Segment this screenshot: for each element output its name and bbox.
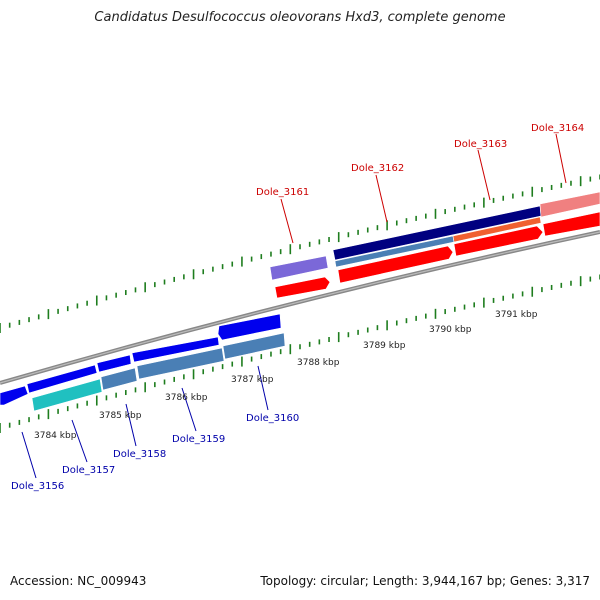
gene-band-steel-b [136, 347, 225, 380]
kbp-label: 3790 kbp [429, 325, 472, 335]
gene-label-dole-3156[interactable]: Dole_3156 [11, 481, 64, 492]
gene-labels-reverse: Dole_3156 Dole_3157 Dole_3158 Dole_3159 … [11, 413, 299, 492]
gene-band-lavender [269, 255, 329, 281]
kbp-label: 3789 kbp [363, 341, 406, 351]
gene-label-dole-3162[interactable]: Dole_3162 [351, 163, 404, 174]
gene-arrow-dole-3164[interactable] [542, 211, 600, 237]
kbp-label: 3787 kbp [231, 375, 274, 385]
kbp-label: 3785 kbp [99, 411, 142, 421]
gene-band-salmon [452, 216, 542, 243]
gene-label-dole-3157[interactable]: Dole_3157 [62, 465, 115, 476]
gene-label-dole-3163[interactable]: Dole_3163 [454, 139, 507, 150]
gene-band-steel-a [100, 367, 138, 391]
page-title: Candidatus Desulfococcus oleovorans Hxd3… [94, 10, 506, 25]
kbp-label: 3786 kbp [165, 393, 208, 403]
kbp-label: 3784 kbp [34, 431, 77, 441]
gene-arrow-dole-3161[interactable] [274, 276, 331, 299]
gene-tracks [0, 191, 600, 412]
gene-label-dole-3164[interactable]: Dole_3164 [531, 123, 584, 134]
gene-arrow-dole-3159[interactable] [131, 336, 220, 363]
genome-backbone [0, 230, 600, 385]
kbp-labels: 3784 kbp 3785 kbp 3786 kbp 3787 kbp 3788… [34, 310, 538, 441]
gene-arrow-dole-3156[interactable] [0, 385, 29, 406]
genome-summary: Topology: circular; Length: 3,944,167 bp… [260, 574, 590, 588]
gene-band-cyan [31, 378, 103, 412]
label-leaders [21, 133, 567, 479]
gene-arrow-dole-3160[interactable] [217, 313, 282, 341]
gene-arrow-dole-3163[interactable] [453, 225, 544, 257]
gene-label-dole-3159[interactable]: Dole_3159 [172, 434, 225, 445]
gene-label-dole-3158[interactable]: Dole_3158 [113, 449, 166, 460]
gene-band-steel-c [222, 332, 286, 360]
accession-label: Accession: NC_009943 [10, 574, 147, 588]
gene-label-dole-3160[interactable]: Dole_3160 [246, 413, 299, 424]
gene-arrow-dole-3157[interactable] [26, 364, 98, 394]
tick-row-upper [0, 174, 600, 333]
tick-row-lower [0, 274, 600, 433]
gene-label-dole-3161[interactable]: Dole_3161 [256, 187, 309, 198]
gene-arrow-dole-3158[interactable] [96, 354, 132, 373]
gene-band-pink [539, 191, 600, 218]
kbp-label: 3791 kbp [495, 310, 538, 320]
gene-arrow-dole-3162[interactable] [337, 245, 454, 284]
gene-labels-forward: Dole_3161 Dole_3162 Dole_3163 Dole_3164 [256, 123, 584, 198]
kbp-label: 3788 kbp [297, 358, 340, 368]
